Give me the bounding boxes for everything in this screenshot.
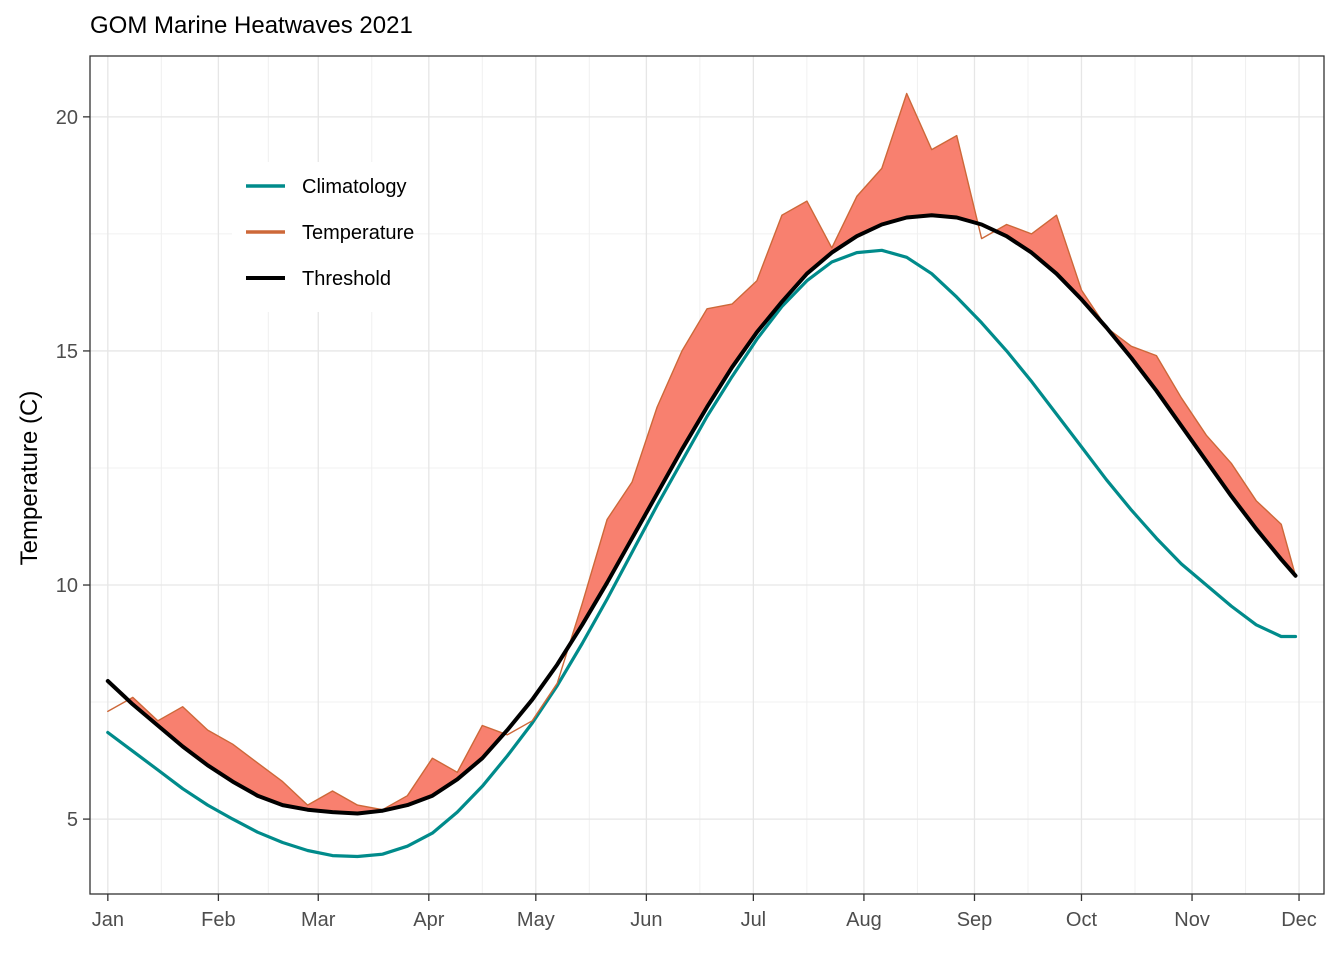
legend: Climatology Temperature Threshold [232,162,414,312]
x-tick-label: Apr [413,909,444,931]
x-tick-label: Jul [741,909,767,931]
y-tick-label: 20 [56,107,78,129]
legend-label-temperature: Temperature [302,222,414,244]
series-line-climatology [106,248,1298,859]
chart-title: GOM Marine Heatwaves 2021 [90,12,413,39]
x-tick-label: Oct [1066,909,1098,931]
axis-layer: Jan Feb Mar Apr May Jun Jul Aug Sep Oct Nov Dec 5 10 1… [56,107,1317,931]
y-tick-label: 15 [56,341,78,363]
x-tick-label: Feb [201,909,235,931]
x-tick-label: May [517,909,555,931]
x-tick-label: Jun [630,909,662,931]
x-tick-label: Nov [1174,909,1210,931]
plot-panel-border [89,55,1325,895]
x-tick-label: Sep [957,909,993,931]
y-tick-label: 5 [67,809,78,831]
y-tick-label: 10 [56,575,78,597]
legend-label-climatology: Climatology [302,176,406,198]
heatwave-fill [128,697,505,814]
series-line-threshold [105,213,1298,816]
x-tick-label: Dec [1281,909,1317,931]
x-tick-label: Jan [92,909,124,931]
series-layer [105,92,1298,859]
x-tick-label: Aug [846,909,882,931]
legend-label-threshold: Threshold [302,268,391,290]
heatwave-fill [569,93,978,646]
heatwave-fill [995,215,1107,328]
x-tick-label: Mar [301,909,336,931]
